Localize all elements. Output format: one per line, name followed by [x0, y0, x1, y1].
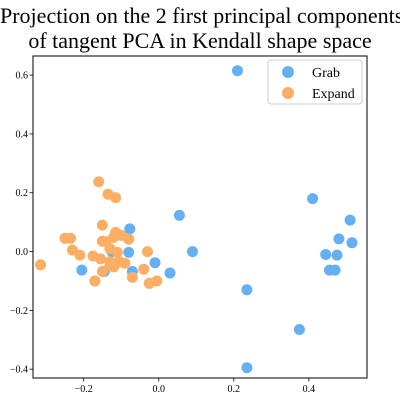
point-expand-30	[89, 275, 101, 287]
point-grab-6	[346, 237, 358, 249]
point-grab-13	[76, 264, 88, 276]
legend-marker-grab	[282, 66, 294, 78]
point-grab-18	[329, 264, 341, 276]
point-expand-18	[95, 253, 107, 265]
point-grab-2	[344, 214, 356, 226]
point-expand-21	[119, 257, 131, 269]
point-expand-0	[93, 176, 105, 188]
plot-frame	[32, 55, 368, 379]
y-axis: −0.4 −0.2 0.0 0.2 0.4 0.6	[10, 71, 33, 376]
point-grab-10	[320, 249, 332, 260]
point-expand-26	[96, 266, 108, 277]
point-grab-22	[241, 362, 253, 374]
point-grab-16	[164, 267, 176, 279]
chart-title-line-1: Projection on the 2 first principal comp…	[0, 3, 400, 28]
point-expand-15	[111, 246, 123, 258]
x-tick-label: 0.2	[228, 384, 241, 395]
y-tick-label: 0.2	[16, 188, 29, 199]
point-expand-23	[108, 261, 120, 273]
point-expand-29	[143, 277, 155, 289]
point-grab-11	[331, 249, 343, 261]
point-grab-0	[232, 65, 243, 77]
y-tick-label: −0.4	[10, 365, 28, 376]
chart-title-line-2: of tangent PCA in Kendall shape space	[28, 28, 372, 53]
y-tick-label: 0.0	[16, 247, 29, 258]
point-grab-21	[293, 324, 305, 335]
point-grab-20	[241, 284, 253, 296]
legend-marker-expand	[282, 87, 294, 99]
point-expand-25	[138, 263, 150, 275]
legend: Grab Expand	[267, 59, 363, 105]
legend-label-grab: Grab	[312, 66, 340, 81]
point-grab-9	[123, 246, 135, 258]
x-tick-label: 0.0	[152, 384, 165, 395]
point-grab-4	[124, 223, 136, 235]
point-expand-3	[96, 219, 108, 231]
point-expand-6	[65, 232, 76, 244]
point-expand-2	[110, 192, 122, 204]
point-grab-7	[187, 246, 198, 258]
y-tick-label: 0.6	[16, 71, 29, 82]
point-expand-27	[126, 271, 138, 283]
x-tick-label: −0.2	[75, 384, 93, 395]
point-grab-3	[173, 209, 185, 221]
point-expand-16	[74, 249, 86, 261]
point-expand-11	[123, 233, 135, 245]
point-expand-14	[142, 246, 153, 258]
point-grab-5	[333, 233, 345, 245]
points-layer	[35, 65, 358, 374]
x-tick-label: 0.4	[303, 384, 316, 395]
x-axis: −0.2 0.0 0.2 0.4	[75, 378, 315, 395]
point-grab-1	[307, 193, 319, 205]
y-tick-label: 0.4	[16, 129, 29, 140]
legend-label-expand: Expand	[312, 87, 355, 102]
point-grab-12	[149, 257, 161, 269]
point-expand-24	[35, 259, 46, 271]
y-tick-label: −0.2	[10, 306, 28, 317]
